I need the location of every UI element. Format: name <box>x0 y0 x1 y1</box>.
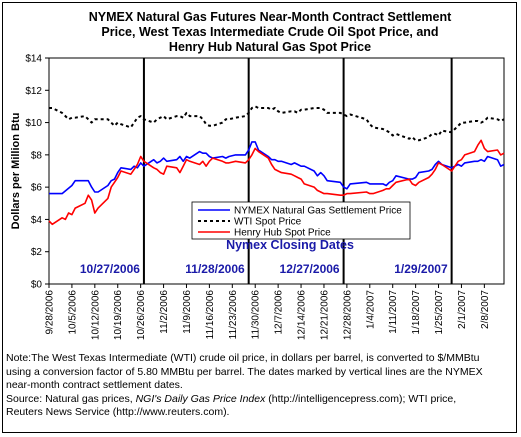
x-tick-label: 12/21/2006 <box>319 290 330 340</box>
y-tick-label: $12 <box>25 86 42 97</box>
legend-label: NYMEX Natural Gas Settlement Price <box>234 206 402 217</box>
note-line-1: Note:The West Texas Intermediate (WTI) c… <box>6 352 480 364</box>
y-tick-label: $6 <box>31 183 43 194</box>
chart-annotation: Nymex Closing Dates <box>226 238 354 252</box>
x-tick-label: 1/11/2007 <box>388 290 399 334</box>
x-tick-label: 12/28/2006 <box>342 290 353 340</box>
legend-label: Henry Hub Spot Price <box>234 228 331 239</box>
source-prefix: Source: Natural gas prices, <box>6 392 136 405</box>
chart-title-line-3: Henry Hub Natural Gas Spot Price <box>168 40 372 54</box>
x-tick-label: 12/14/2006 <box>297 290 308 340</box>
x-tick-label: 2/8/2007 <box>480 290 491 329</box>
y-axis-label: Dollars per Million Btu <box>10 113 22 230</box>
settlement-date-label: 12/27/2006 <box>280 262 340 276</box>
x-tick-label: 10/5/2006 <box>67 290 78 335</box>
note-line-3: near-month contract settlement dates. <box>6 379 183 392</box>
note-line-4: Source: Natural gas prices, NGI's Daily … <box>6 393 511 407</box>
chart-title-line-1: NYMEX Natural Gas Futures Near-Month Con… <box>88 10 452 24</box>
note-line-2: using a conversion factor of 5.80 MMBtu … <box>6 365 483 378</box>
plot-area <box>48 57 505 285</box>
settlement-date-label: 10/27/2006 <box>80 262 140 276</box>
x-tick-label: 2/1/2007 <box>457 290 468 329</box>
note-line-5: Reuters News Service (http://www.reuters… <box>6 406 230 419</box>
chart-title-line-2: Price, West Texas Intermediate Crude Oil… <box>101 25 439 39</box>
y-tick-label: $2 <box>31 247 43 258</box>
series-line-0 <box>49 141 505 195</box>
x-tick-label: 9/28/2006 <box>45 290 56 335</box>
series-line-1 <box>49 105 505 142</box>
y-tick-label: $14 <box>25 54 42 65</box>
y-tick-label: $4 <box>31 215 43 226</box>
series-line-2 <box>48 139 505 226</box>
x-tick-label: 11/9/2006 <box>182 290 193 334</box>
x-tick-label: 12/7/2006 <box>274 290 285 335</box>
x-tick-label: 10/26/2006 <box>136 290 147 340</box>
x-tick-label: 10/19/2006 <box>113 290 124 340</box>
x-tick-label: 1/4/2007 <box>365 290 376 329</box>
x-tick-label: 11/2/2006 <box>159 290 170 334</box>
settlement-date-label: 11/28/2006 <box>185 262 245 276</box>
x-tick-label: 11/23/2006 <box>228 290 239 340</box>
source-suffix: (http://intelligencepress.com); WTI pric… <box>265 392 457 405</box>
x-tick-label: 10/12/2006 <box>90 290 101 340</box>
x-tick-label: 1/25/2007 <box>434 290 445 335</box>
settlement-date-label: 1/29/2007 <box>394 262 448 276</box>
legend-label: WTI Spot Price <box>234 217 302 228</box>
x-tick-label: 11/30/2006 <box>251 290 262 340</box>
chart-plot: $0 $2 $4 $6 $8 $10 $12 $14 Dollars per Million B… <box>10 54 505 340</box>
source-italic: NGI's Daily Gas Price Index <box>135 392 266 405</box>
x-tick-label: 11/16/2006 <box>205 290 216 340</box>
x-tick-label: 1/18/2007 <box>411 290 422 335</box>
y-tick-label: $0 <box>31 280 43 291</box>
y-tick-label: $10 <box>25 118 42 129</box>
y-tick-label: $8 <box>31 150 43 161</box>
